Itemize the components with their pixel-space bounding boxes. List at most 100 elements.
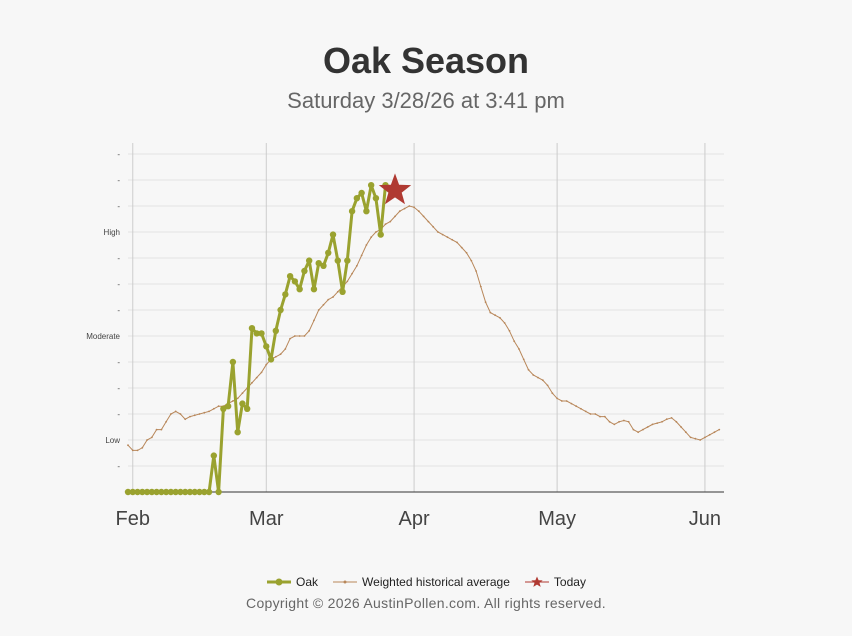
average-point: [274, 355, 277, 358]
average-point: [189, 415, 191, 418]
legend-item-today[interactable]: Today: [524, 575, 586, 589]
average-point: [155, 428, 158, 431]
average-point: [446, 236, 449, 239]
average-point: [174, 410, 177, 413]
legend-item-average[interactable]: Weighted historical average: [332, 575, 510, 589]
average-point: [437, 231, 439, 233]
average-point: [417, 210, 420, 213]
average-point: [150, 436, 153, 439]
average-point: [475, 270, 477, 272]
average-point: [441, 233, 444, 236]
oak-point: [277, 306, 284, 314]
average-point: [694, 437, 697, 440]
oak-point: [224, 403, 232, 410]
average-point: [661, 420, 663, 423]
oak-point: [282, 291, 289, 298]
oak-point: [186, 488, 194, 496]
average-point: [499, 316, 501, 319]
oak-point: [139, 488, 146, 496]
average-point: [279, 353, 282, 356]
average-point: [165, 420, 168, 423]
oak-point: [167, 488, 175, 496]
average-point: [627, 420, 630, 423]
oak-point: [377, 231, 384, 238]
average-point: [513, 340, 516, 343]
oak-point: [253, 330, 260, 337]
oak-point: [325, 249, 332, 256]
average-point: [494, 314, 497, 317]
average-point: [608, 420, 611, 423]
average-point: [127, 444, 129, 447]
average-point: [217, 405, 220, 408]
average-point: [394, 215, 396, 218]
average-point: [684, 431, 687, 434]
legend-item-oak[interactable]: Oak: [266, 575, 318, 589]
oak-point: [215, 488, 222, 496]
x-tick-label: Mar: [249, 508, 284, 530]
average-point: [146, 439, 148, 441]
average-point: [465, 251, 468, 254]
average-point: [265, 363, 268, 366]
y-tick-label: Low: [105, 436, 120, 445]
oak-point: [196, 488, 203, 496]
average-point: [255, 376, 258, 379]
average-point: [193, 414, 196, 417]
average-point: [546, 384, 549, 387]
average-point: [613, 423, 616, 426]
oak-point: [272, 327, 280, 334]
oak-point: [291, 278, 299, 285]
average-point: [346, 280, 349, 283]
average-point: [184, 418, 187, 421]
average-point: [680, 426, 682, 428]
average-point: [580, 407, 582, 410]
oak-point: [182, 488, 189, 496]
average-point: [646, 426, 649, 428]
oak-point: [301, 267, 308, 275]
y-tick-label: -: [117, 358, 120, 367]
average-point: [637, 431, 640, 434]
average-point: [327, 298, 330, 301]
oak-point: [129, 488, 136, 496]
oak-point: [334, 257, 341, 264]
y-tick-label: -: [117, 306, 120, 315]
oak-point: [296, 286, 303, 293]
average-point: [522, 358, 525, 361]
average-point: [360, 254, 363, 257]
oak-point: [363, 208, 370, 215]
average-point: [293, 335, 296, 337]
oak-point: [320, 262, 327, 269]
average-point: [160, 428, 163, 431]
average-point: [422, 215, 425, 218]
oak-point: [305, 257, 313, 264]
oak-point: [177, 488, 184, 496]
average-point: [556, 397, 559, 400]
average-point: [584, 410, 587, 413]
oak-point: [124, 488, 132, 496]
average-point: [518, 348, 520, 350]
average-point: [708, 433, 711, 436]
today-star-marker: [378, 173, 412, 205]
average-point: [351, 272, 353, 275]
average-point: [136, 449, 139, 452]
average-point: [260, 371, 263, 374]
oak-season-chart: - Low - - - Moderate - - - High - - - Feb Mar Apr May Jun: [86, 143, 724, 530]
average-point: [336, 290, 339, 293]
average-point: [427, 220, 430, 223]
average-point: [308, 329, 311, 332]
oak-point: [286, 273, 294, 280]
average-point: [398, 210, 401, 213]
y-tick-label: Moderate: [86, 332, 120, 341]
average-point: [303, 335, 306, 337]
oak-point: [158, 488, 165, 496]
oak-point: [244, 405, 251, 412]
average-point: [589, 413, 592, 415]
average-point: [651, 423, 654, 426]
average-point: [408, 205, 411, 207]
average-point: [236, 397, 239, 400]
average-point: [384, 223, 387, 226]
oak-point: [348, 208, 356, 215]
average-point: [317, 309, 320, 311]
chart-subtitle: Saturday 3/28/26 at 3:41 pm: [287, 88, 565, 113]
average-point: [618, 420, 621, 423]
average-point: [413, 206, 415, 209]
